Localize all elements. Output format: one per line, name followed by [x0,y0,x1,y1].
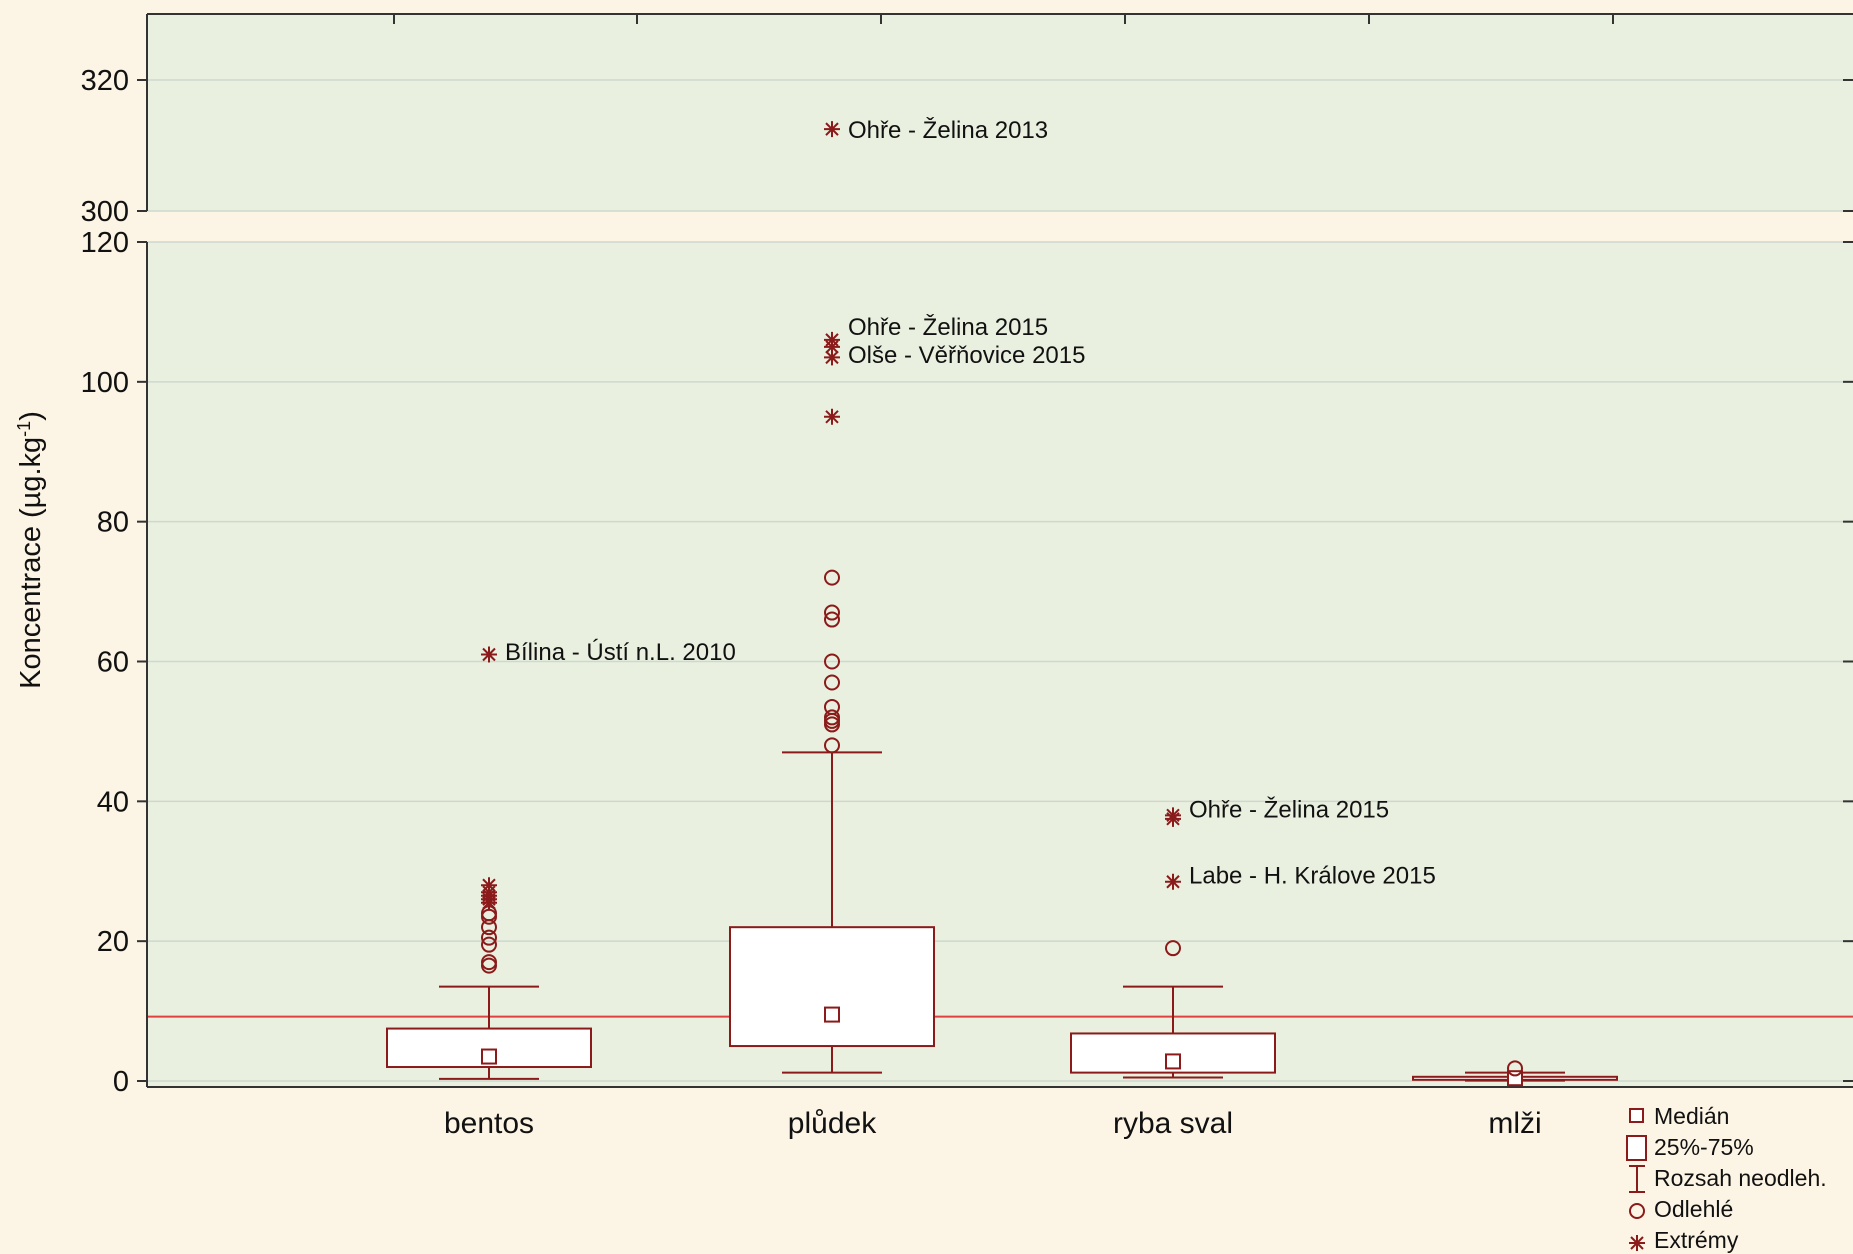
outlier-point-5 [824,674,840,691]
outlier-point-6 [824,653,840,670]
annotation-0: Ohře - Želina 2013 [848,117,1048,144]
median-marker [1165,1053,1181,1070]
annotation-1: Ohře - Želina 2015 [848,314,1048,341]
y-tick-label-80: 80 [97,507,129,539]
category-label-1: plůdek [788,1107,877,1140]
legend-median-label: Medián [1654,1103,1729,1129]
plot-background-lower [147,242,1853,1087]
extreme-point-5 [481,646,497,663]
y-tick-label-120: 120 [81,227,129,259]
annotation-2: Olše - Věřňovice 2015 [848,342,1085,369]
outlier-point-1 [481,954,497,971]
legend-item-median: Medián [1629,1103,1729,1129]
extreme-point-0 [824,408,840,425]
y-tick-label-100: 100 [81,367,129,399]
box-iqr [729,926,935,1048]
y-tick-label-20: 20 [97,926,129,958]
legend-extreme-symbol [1629,1235,1645,1251]
y-tick-label-40: 40 [97,786,129,818]
legend-median-symbol [1629,1108,1644,1123]
extreme-point-4 [824,121,840,138]
y-tick-label-320: 320 [81,65,129,97]
category-label-0: bentos [444,1107,534,1140]
outlier-point-3 [481,929,497,946]
annotation-4: Ohře - Želina 2015 [1189,796,1389,823]
extreme-point-0 [1165,873,1181,890]
outlier-point-0 [824,737,840,754]
y-tick-label-300: 300 [81,196,129,228]
box-group-2 [1070,807,1276,1079]
legend-item-outlier: Odlehlé [1629,1196,1733,1222]
outlier-point-4 [824,698,840,715]
legend-item-box: 25%-75% [1626,1134,1754,1161]
y-axis-label-main: Koncentrace (µg.kg [15,437,47,689]
legend-outlier-label: Odlehlé [1654,1196,1733,1222]
extreme-point-4 [481,877,497,894]
legend-outlier-symbol [1629,1203,1645,1219]
outlier-point-7 [824,611,840,628]
box-group-3 [1412,1060,1618,1087]
legend-box-symbol [1626,1135,1647,1161]
legend-whisker-symbol [1629,1165,1645,1193]
outlier-point-3 [824,709,840,726]
annotation-3: Bílina - Ústí n.L. 2010 [505,639,736,666]
extreme-point-2 [1165,807,1181,824]
box-group-1 [729,121,935,1074]
y-axis-label-tail: ) [15,411,47,421]
plot-background-upper [147,14,1853,211]
legend-whisker-label: Rozsah neodleh. [1654,1165,1827,1191]
y-axis-label-sup: -1 [14,421,34,437]
category-label-3: mlži [1488,1107,1541,1140]
outlier-point-8 [824,604,840,621]
legend-item-extreme: Extrémy [1629,1227,1739,1253]
category-labels: bentos plůdek ryba sval mlži [444,1107,1542,1140]
legend-extreme-label: Extrémy [1654,1227,1739,1253]
legend-box-label: 25%-75% [1654,1134,1754,1160]
boxes [386,121,1618,1087]
outlier-point-0 [1507,1060,1523,1077]
median-marker [481,1048,497,1065]
y-axis-label: Koncentrace (µg.kg-1) [14,411,47,689]
outlier-point-9 [824,569,840,586]
legend: Medián 25%-75% Rozsah neodleh. Odlehlé E… [1626,1103,1827,1253]
legend-item-whisker: Rozsah neodleh. [1629,1165,1827,1193]
annotation-5: Labe - H. Králove 2015 [1189,863,1436,890]
grid-lines [147,79,1853,1082]
y-tick-label-0: 0 [113,1066,129,1098]
median-marker [824,1006,840,1023]
extreme-point-3 [824,331,840,348]
extreme-point-1 [824,349,840,366]
box-group-0 [386,646,592,1080]
outlier-point-0 [1165,940,1181,957]
y-tick-label-60: 60 [97,647,129,679]
outlier-point-2 [481,936,497,953]
category-label-2: ryba sval [1113,1107,1233,1140]
